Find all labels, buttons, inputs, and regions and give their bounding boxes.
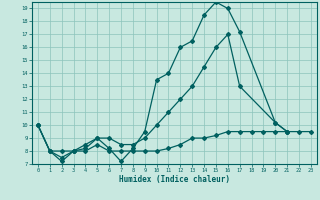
X-axis label: Humidex (Indice chaleur): Humidex (Indice chaleur) — [119, 175, 230, 184]
